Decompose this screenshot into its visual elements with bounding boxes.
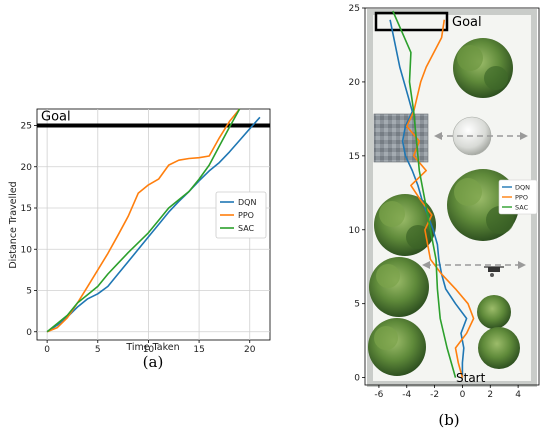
tree-top-right: [453, 38, 513, 98]
sphere-arrow-head-left: [434, 132, 442, 140]
plot-b-legend: DQN PPO SAC: [498, 179, 538, 215]
legend-label-ppo: PPO: [238, 211, 254, 220]
plot-a-legend: DQN PPO SAC: [215, 191, 267, 239]
plot-b-ticks: -6 -4 -2 0 2 4 0 5 10 15 20 25: [349, 4, 522, 400]
y-tick-label: 0: [354, 374, 360, 384]
y-axis-label-a: Distance Travelled: [8, 181, 19, 268]
panel-caption-a: (a): [143, 353, 164, 371]
stone-block-obstacle: [373, 113, 429, 163]
trajectory-dqn: [389, 19, 468, 378]
x-tick-label: 0: [460, 390, 466, 400]
x-tick-label: 4: [515, 390, 521, 400]
x-tick-label: -6: [374, 390, 383, 400]
plot-b-series: [389, 10, 475, 378]
sphere-arrow-head-right: [520, 132, 528, 140]
y-tick-label: 5: [354, 300, 360, 310]
x-axis-label-a: Time Taken: [125, 342, 179, 353]
y-tick-label: 20: [21, 163, 33, 173]
x-tick-label: 15: [193, 345, 204, 355]
series-line-ppo: [46, 108, 241, 333]
panel-a-line-chart: 0 5 10 15 20 0 5 10 15 20 25 Goal DQN PPO SAC Time T…: [8, 108, 271, 371]
x-tick-label: 0: [44, 345, 50, 355]
drone-arrow-head-left: [422, 261, 430, 269]
x-tick-label: 20: [244, 345, 256, 355]
goal-label-map: Goal: [452, 15, 482, 30]
tree-bottom-right: [478, 327, 520, 369]
x-tick-label: -4: [402, 390, 411, 400]
trajectory-sac: [392, 10, 457, 378]
x-tick-label: -2: [430, 390, 439, 400]
tree-mid-left: [374, 194, 436, 256]
drone-obstacle: [484, 266, 504, 277]
legend-label-dqn: DQN: [238, 198, 256, 207]
legend-label-b-ppo: PPO: [515, 194, 528, 202]
plot-a-ticks: 0 5 10 15 20 0 5 10 15 20 25: [21, 122, 256, 356]
tree-bottom-left: [368, 318, 426, 376]
plot-a-frame: [36, 108, 271, 341]
y-tick-label: 15: [349, 152, 360, 162]
plot-a-series: [46, 108, 261, 333]
series-line-dqn: [46, 116, 261, 333]
panel-b-trajectory-map: Goal -6 -4 -2 0 2 4 0 5 10 15 20 25 Start DQN PPO SAC…: [349, 4, 540, 429]
y-tick-label: 5: [26, 287, 32, 297]
y-tick-label: 10: [21, 245, 33, 255]
legend-label-b-sac: SAC: [515, 204, 529, 212]
goal-label: Goal: [41, 110, 71, 125]
y-tick-label: 10: [349, 226, 361, 236]
y-tick-label: 25: [349, 4, 360, 14]
tree-small-right: [477, 295, 511, 329]
drone-arrow-head-right: [518, 261, 526, 269]
x-tick-label: 2: [487, 390, 493, 400]
plot-b-frame: [364, 7, 540, 386]
tree-lower-left: [369, 257, 429, 317]
legend-label-b-dqn: DQN: [515, 184, 530, 192]
panel-caption-b: (b): [438, 411, 459, 429]
y-tick-label: 25: [21, 122, 32, 132]
y-tick-label: 0: [26, 328, 32, 338]
start-label: Start: [456, 371, 486, 385]
x-tick-label: 5: [95, 345, 101, 355]
x-tick-label: 10: [143, 345, 155, 355]
series-line-sac: [46, 108, 241, 333]
y-tick-label: 15: [21, 204, 32, 214]
legend-label-sac: SAC: [238, 224, 255, 233]
legend-box-b: [498, 179, 538, 215]
legend-box: [215, 191, 267, 239]
goal-region-box: [374, 11, 449, 32]
y-tick-label: 20: [349, 78, 361, 88]
